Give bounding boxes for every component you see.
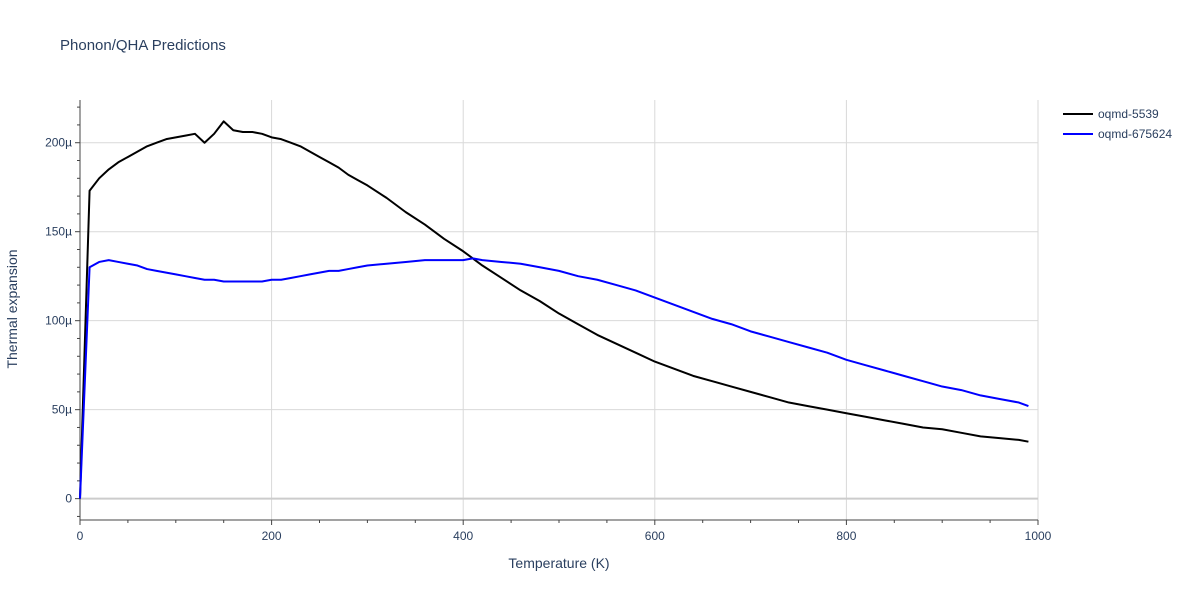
x-tick-label: 0 <box>77 529 84 543</box>
y-tick-label: 200µ <box>45 136 72 150</box>
x-tick-label: 1000 <box>1025 529 1052 543</box>
grid-layer <box>80 100 1039 520</box>
x-tick-label: 400 <box>453 529 473 543</box>
series-layer <box>79 120 1029 499</box>
x-tick-label: 200 <box>262 529 282 543</box>
x-tick-label: 600 <box>645 529 665 543</box>
y-tick-label: 150µ <box>45 225 72 239</box>
axis-layer: 0 200 400 600 800 1000 0 50µ 100µ 150µ 200µ <box>45 100 1052 543</box>
x-axis-title: Temperature (K) <box>508 555 609 571</box>
y-tick-label: 50µ <box>52 403 72 417</box>
x-tick-label: 800 <box>836 529 856 543</box>
legend-label: oqmd-675624 <box>1098 127 1172 141</box>
y-tick-label: 100µ <box>45 314 72 328</box>
series-line-oqmd-5539 <box>79 120 1029 499</box>
legend: oqmd-5539 oqmd-675624 <box>1063 107 1172 141</box>
y-tick-label: 0 <box>65 492 72 506</box>
series-line-oqmd-675624 <box>79 257 1029 499</box>
y-axis-title: Thermal expansion <box>4 249 20 368</box>
chart-title: Phonon/QHA Predictions <box>60 37 226 54</box>
legend-label: oqmd-5539 <box>1098 107 1159 121</box>
